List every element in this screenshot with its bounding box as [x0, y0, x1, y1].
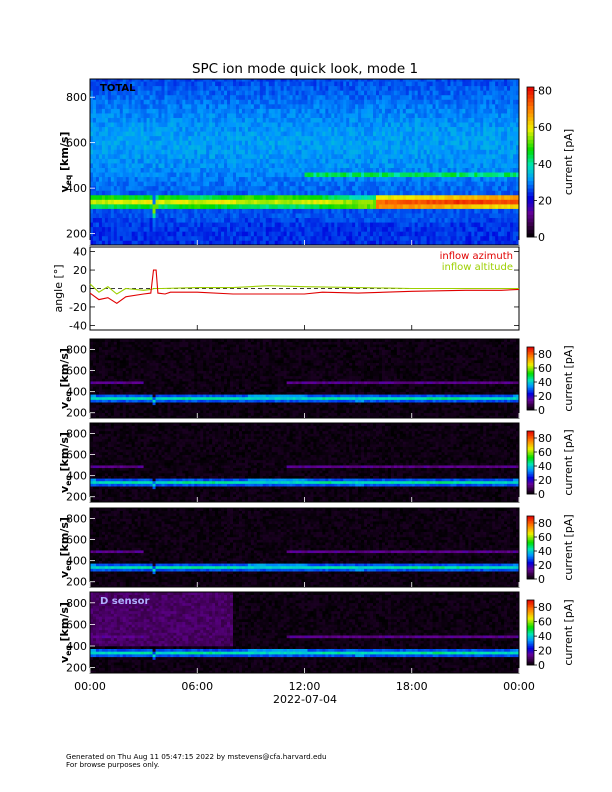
y-tick-label: 800: [66, 428, 87, 441]
colorbar-tick-label: 20: [538, 390, 552, 403]
y-tick-label: 400: [66, 640, 87, 653]
heatmap-cells: [90, 79, 520, 246]
y-tick-label: 200: [66, 491, 87, 504]
colorbar-label: current [pA]: [562, 345, 575, 411]
y-tick-label: 400: [66, 182, 87, 195]
colorbar-tick-label: 20: [538, 474, 552, 487]
y-tick-label: -20: [69, 301, 87, 314]
colorbar-label: current [pA]: [562, 514, 575, 580]
colorbar-tick-label: 80: [538, 601, 552, 614]
colorbar-tick-label: 40: [538, 460, 552, 473]
y-tick-label: 600: [66, 137, 87, 150]
legend-inflow-altitude: inflow altitude: [442, 262, 513, 273]
panel-label: D sensor: [100, 596, 149, 607]
colorbar-tick-label: 80: [538, 517, 552, 530]
heatmap-cells: [90, 339, 520, 419]
x-tick-label: 06:00: [181, 680, 213, 693]
y-tick-label: 200: [66, 576, 87, 589]
colorbar-tick-label: 60: [538, 446, 552, 459]
series-line-inflow-azimuth: [89, 269, 520, 304]
colorbar-tick-label: 40: [538, 630, 552, 643]
y-axis-label: veq [km/s]: [58, 432, 73, 493]
colorbar-label: current [pA]: [562, 429, 575, 495]
colorbar-label: current [pA]: [562, 599, 575, 665]
y-tick-label: 800: [66, 597, 87, 610]
y-axis-label: veq [km/s]: [58, 517, 73, 578]
x-tick-label: 18:00: [396, 680, 428, 693]
angle-panel: -40 -20 0 20 40 angle [°] inflow azimuthinflow…: [52, 246, 520, 332]
colorbar-tick-label: 60: [538, 362, 552, 375]
colorbar-tick-label: 0: [538, 231, 545, 244]
colorbar-tick-label: 20: [538, 559, 552, 572]
y-tick-label: 20: [73, 264, 87, 277]
footer-generated-line: Generated on Thu Aug 11 05:47:15 2022 by…: [66, 752, 327, 761]
colorbar-tick-label: 0: [538, 573, 545, 586]
colorbar-tick-label: 20: [538, 194, 552, 207]
footer: Generated on Thu Aug 11 05:47:15 2022 by…: [66, 752, 327, 770]
y-tick-label: 800: [66, 513, 87, 526]
y-axis-label: angle [°]: [52, 264, 65, 312]
colorbar-tick-label: 60: [538, 121, 552, 134]
y-axis-label: veq [km/s]: [58, 132, 73, 193]
y-tick-label: 0: [80, 283, 87, 296]
y-axis-label: veq [km/s]: [58, 602, 73, 663]
legend-inflow-azimuth: inflow azimuth: [440, 251, 513, 262]
series-line-inflow-altitude: [89, 283, 519, 295]
y-tick-label: 800: [66, 91, 87, 104]
colorbar-tick-label: 80: [538, 348, 552, 361]
colorbar-tick-label: 20: [538, 645, 552, 658]
heatmap-cells: [90, 423, 520, 503]
x-tick-label: 12:00: [289, 680, 321, 693]
y-tick-label: 600: [66, 534, 87, 547]
colorbar-tick-label: 60: [538, 616, 552, 629]
heatmap-cells: [90, 592, 520, 674]
colorbar-tick-label: 80: [538, 432, 552, 445]
x-tick-label: 00:00: [74, 680, 106, 693]
colorbar-tick-label: 0: [538, 404, 545, 417]
time-axis: 00:00 06:00 12:00 18:00 00:00 2022-07-04: [74, 240, 535, 706]
colorbar-tick-label: 40: [538, 376, 552, 389]
panel-label: TOTAL: [100, 83, 136, 94]
colorbar-tick-label: 0: [538, 659, 545, 672]
colorbar-tick-label: 40: [538, 158, 552, 171]
colorbar-tick-label: 80: [538, 85, 552, 98]
y-tick-label: 40: [73, 246, 87, 259]
y-tick-label: 400: [66, 386, 87, 399]
y-tick-label: 200: [66, 407, 87, 420]
y-tick-label: -40: [69, 319, 87, 332]
colorbar: 0 20 40 60 80 current [pA]: [526, 85, 575, 244]
colorbar-tick-label: 60: [538, 531, 552, 544]
y-tick-label: 200: [66, 228, 87, 241]
y-tick-label: 600: [66, 618, 87, 631]
y-tick-label: 600: [66, 365, 87, 378]
y-tick-label: 600: [66, 449, 87, 462]
y-tick-label: 400: [66, 555, 87, 568]
y-tick-label: 200: [66, 662, 87, 675]
colorbar-tick-label: 40: [538, 545, 552, 558]
footer-browse-note: For browse purposes only.: [66, 760, 327, 769]
figure-title: SPC ion mode quick look, mode 1: [192, 61, 418, 77]
x-axis-date: 2022-07-04: [273, 693, 337, 706]
colorbar-tick-label: 0: [538, 488, 545, 501]
heatmap-cells: [90, 508, 520, 588]
x-tick-label: 00:00: [503, 680, 535, 693]
colorbar-label: current [pA]: [562, 129, 575, 195]
y-axis-label: veq [km/s]: [58, 348, 73, 409]
heatmap-panel-1: 200 400 600 800 veq [km/s] TOTAL 0 20 40 60 80 curr…: [58, 78, 575, 246]
y-tick-label: 400: [66, 470, 87, 483]
y-tick-label: 800: [66, 344, 87, 357]
